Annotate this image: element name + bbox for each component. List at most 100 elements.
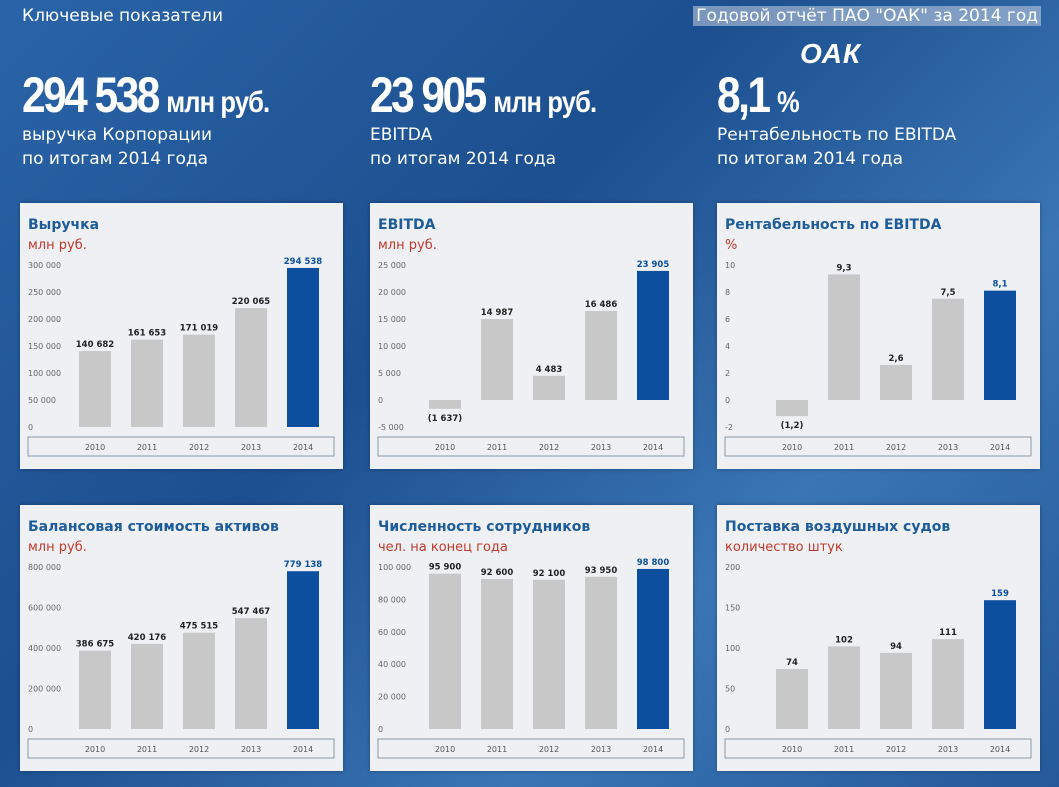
kpi-number: 294 538 bbox=[22, 67, 160, 123]
value-label: 92 100 bbox=[533, 569, 566, 579]
y-tick-label: 25 000 bbox=[378, 261, 406, 270]
bar bbox=[429, 573, 461, 729]
value-label: (1,2) bbox=[781, 421, 804, 431]
y-tick-label: 0 bbox=[378, 396, 383, 405]
bar bbox=[776, 669, 808, 729]
category-box bbox=[377, 436, 685, 457]
x-tick-label: 2010 bbox=[435, 443, 455, 452]
value-label: 14 987 bbox=[481, 308, 514, 318]
y-tick-label: 80 000 bbox=[378, 595, 406, 604]
bar bbox=[533, 375, 565, 400]
category-box bbox=[724, 738, 1032, 759]
chart: Балансовая стоимость активов млн руб. 0 200… bbox=[27, 519, 335, 759]
x-tick-label: 2010 bbox=[85, 745, 105, 754]
kpi-line: EBITDA bbox=[370, 125, 433, 145]
bar bbox=[79, 351, 111, 427]
bar bbox=[637, 568, 669, 729]
bar bbox=[984, 600, 1016, 729]
x-tick-label: 2010 bbox=[782, 443, 802, 452]
value-label: 171 019 bbox=[180, 324, 219, 334]
chart-title: Численность сотрудников bbox=[378, 519, 590, 535]
y-tick-label: 20 000 bbox=[378, 693, 406, 702]
x-tick-label: 2012 bbox=[189, 745, 209, 754]
y-tick-label: 50 bbox=[725, 685, 735, 694]
value-label: 74 bbox=[786, 658, 798, 668]
y-tick-label: 0 bbox=[725, 725, 730, 734]
value-label: (1 637) bbox=[428, 414, 463, 424]
bar bbox=[776, 400, 808, 417]
value-label: 779 138 bbox=[284, 560, 323, 570]
y-tick-label: 60 000 bbox=[378, 628, 406, 637]
y-tick-label: 100 000 bbox=[28, 369, 61, 378]
y-tick-label: 300 000 bbox=[28, 261, 61, 270]
x-tick-label: 2012 bbox=[539, 443, 559, 452]
chart-title: Поставка воздушных судов bbox=[725, 519, 950, 535]
value-label: 547 467 bbox=[232, 607, 271, 617]
bar bbox=[533, 579, 565, 729]
bar bbox=[984, 290, 1016, 400]
x-tick-label: 2013 bbox=[938, 443, 958, 452]
y-tick-label: -5 000 bbox=[378, 423, 404, 432]
y-tick-label: 200 000 bbox=[28, 685, 61, 694]
chart: Поставка воздушных судов количество штук 0… bbox=[724, 519, 1032, 759]
bar bbox=[235, 308, 267, 427]
bar bbox=[235, 618, 267, 729]
x-tick-label: 2012 bbox=[189, 443, 209, 452]
y-tick-label: 40 000 bbox=[378, 660, 406, 669]
kpi-number: 8,1 bbox=[717, 67, 771, 123]
kpi-line: выручка Корпорации bbox=[22, 125, 213, 145]
chart: Выручка млн руб. 0 50 000 100 000 150 000 200 … bbox=[27, 217, 335, 457]
y-tick-label: 10 bbox=[725, 261, 735, 270]
y-tick-label: 6 bbox=[725, 315, 730, 324]
x-tick-label: 2014 bbox=[643, 745, 663, 754]
value-label: 159 bbox=[991, 589, 1009, 599]
y-tick-label: 150 000 bbox=[28, 342, 61, 351]
chart-subtitle: млн руб. bbox=[378, 238, 437, 253]
kpi-unit: млн руб. bbox=[166, 86, 270, 119]
chart: Рентабельность по EBITDA% -2 0 2 4 6 8 10 2010 (1… bbox=[724, 217, 1032, 457]
kpi-unit: % bbox=[776, 86, 800, 119]
value-label: 23 905 bbox=[637, 260, 670, 270]
value-label: 161 653 bbox=[128, 329, 167, 339]
x-tick-label: 2011 bbox=[487, 443, 507, 452]
chart-title: EBITDA bbox=[378, 217, 436, 233]
x-tick-label: 2013 bbox=[241, 745, 261, 754]
x-tick-label: 2014 bbox=[293, 745, 313, 754]
x-tick-label: 2010 bbox=[435, 745, 455, 754]
section-title: Ключевые показатели bbox=[22, 6, 223, 26]
y-tick-label: 8 bbox=[725, 288, 730, 297]
x-tick-label: 2011 bbox=[487, 745, 507, 754]
y-tick-label: 600 000 bbox=[28, 604, 61, 613]
value-label: 2,6 bbox=[888, 354, 903, 364]
chart-subtitle: количество штук bbox=[725, 540, 843, 555]
bar bbox=[932, 298, 964, 400]
bar bbox=[79, 650, 111, 729]
x-tick-label: 2010 bbox=[85, 443, 105, 452]
chart-panel: Выручка млн руб. 0 50 000 100 000 150 000 200 … bbox=[20, 203, 343, 469]
value-label: 94 bbox=[890, 642, 902, 652]
bar bbox=[429, 400, 461, 409]
y-tick-label: 100 bbox=[725, 644, 740, 653]
x-tick-label: 2011 bbox=[834, 443, 854, 452]
value-label: 7,5 bbox=[940, 288, 955, 298]
bar bbox=[287, 571, 319, 729]
y-tick-label: 2 bbox=[725, 369, 730, 378]
bar bbox=[183, 632, 215, 729]
chart-subtitle: млн руб. bbox=[28, 238, 87, 253]
chart-panel: Рентабельность по EBITDA% -2 0 2 4 6 8 10 2010 (1… bbox=[717, 203, 1040, 469]
kpi-unit: млн руб. bbox=[493, 86, 597, 119]
kpi-line: по итогам 2014 года bbox=[717, 149, 904, 169]
category-box bbox=[27, 738, 335, 759]
kpi-value: 294 538 млн руб. bbox=[22, 66, 270, 124]
chart-title: Выручка bbox=[28, 217, 99, 233]
value-label: 475 515 bbox=[180, 622, 219, 632]
x-tick-label: 2013 bbox=[938, 745, 958, 754]
x-tick-label: 2014 bbox=[990, 443, 1010, 452]
value-label: 111 bbox=[939, 628, 957, 638]
y-tick-label: 5 000 bbox=[378, 369, 401, 378]
chart: Численность сотрудников чел. на конец год… bbox=[377, 519, 685, 759]
value-label: 294 538 bbox=[284, 257, 323, 267]
y-tick-label: 15 000 bbox=[378, 315, 406, 324]
category-box bbox=[724, 436, 1032, 457]
y-tick-label: 50 000 bbox=[28, 396, 56, 405]
